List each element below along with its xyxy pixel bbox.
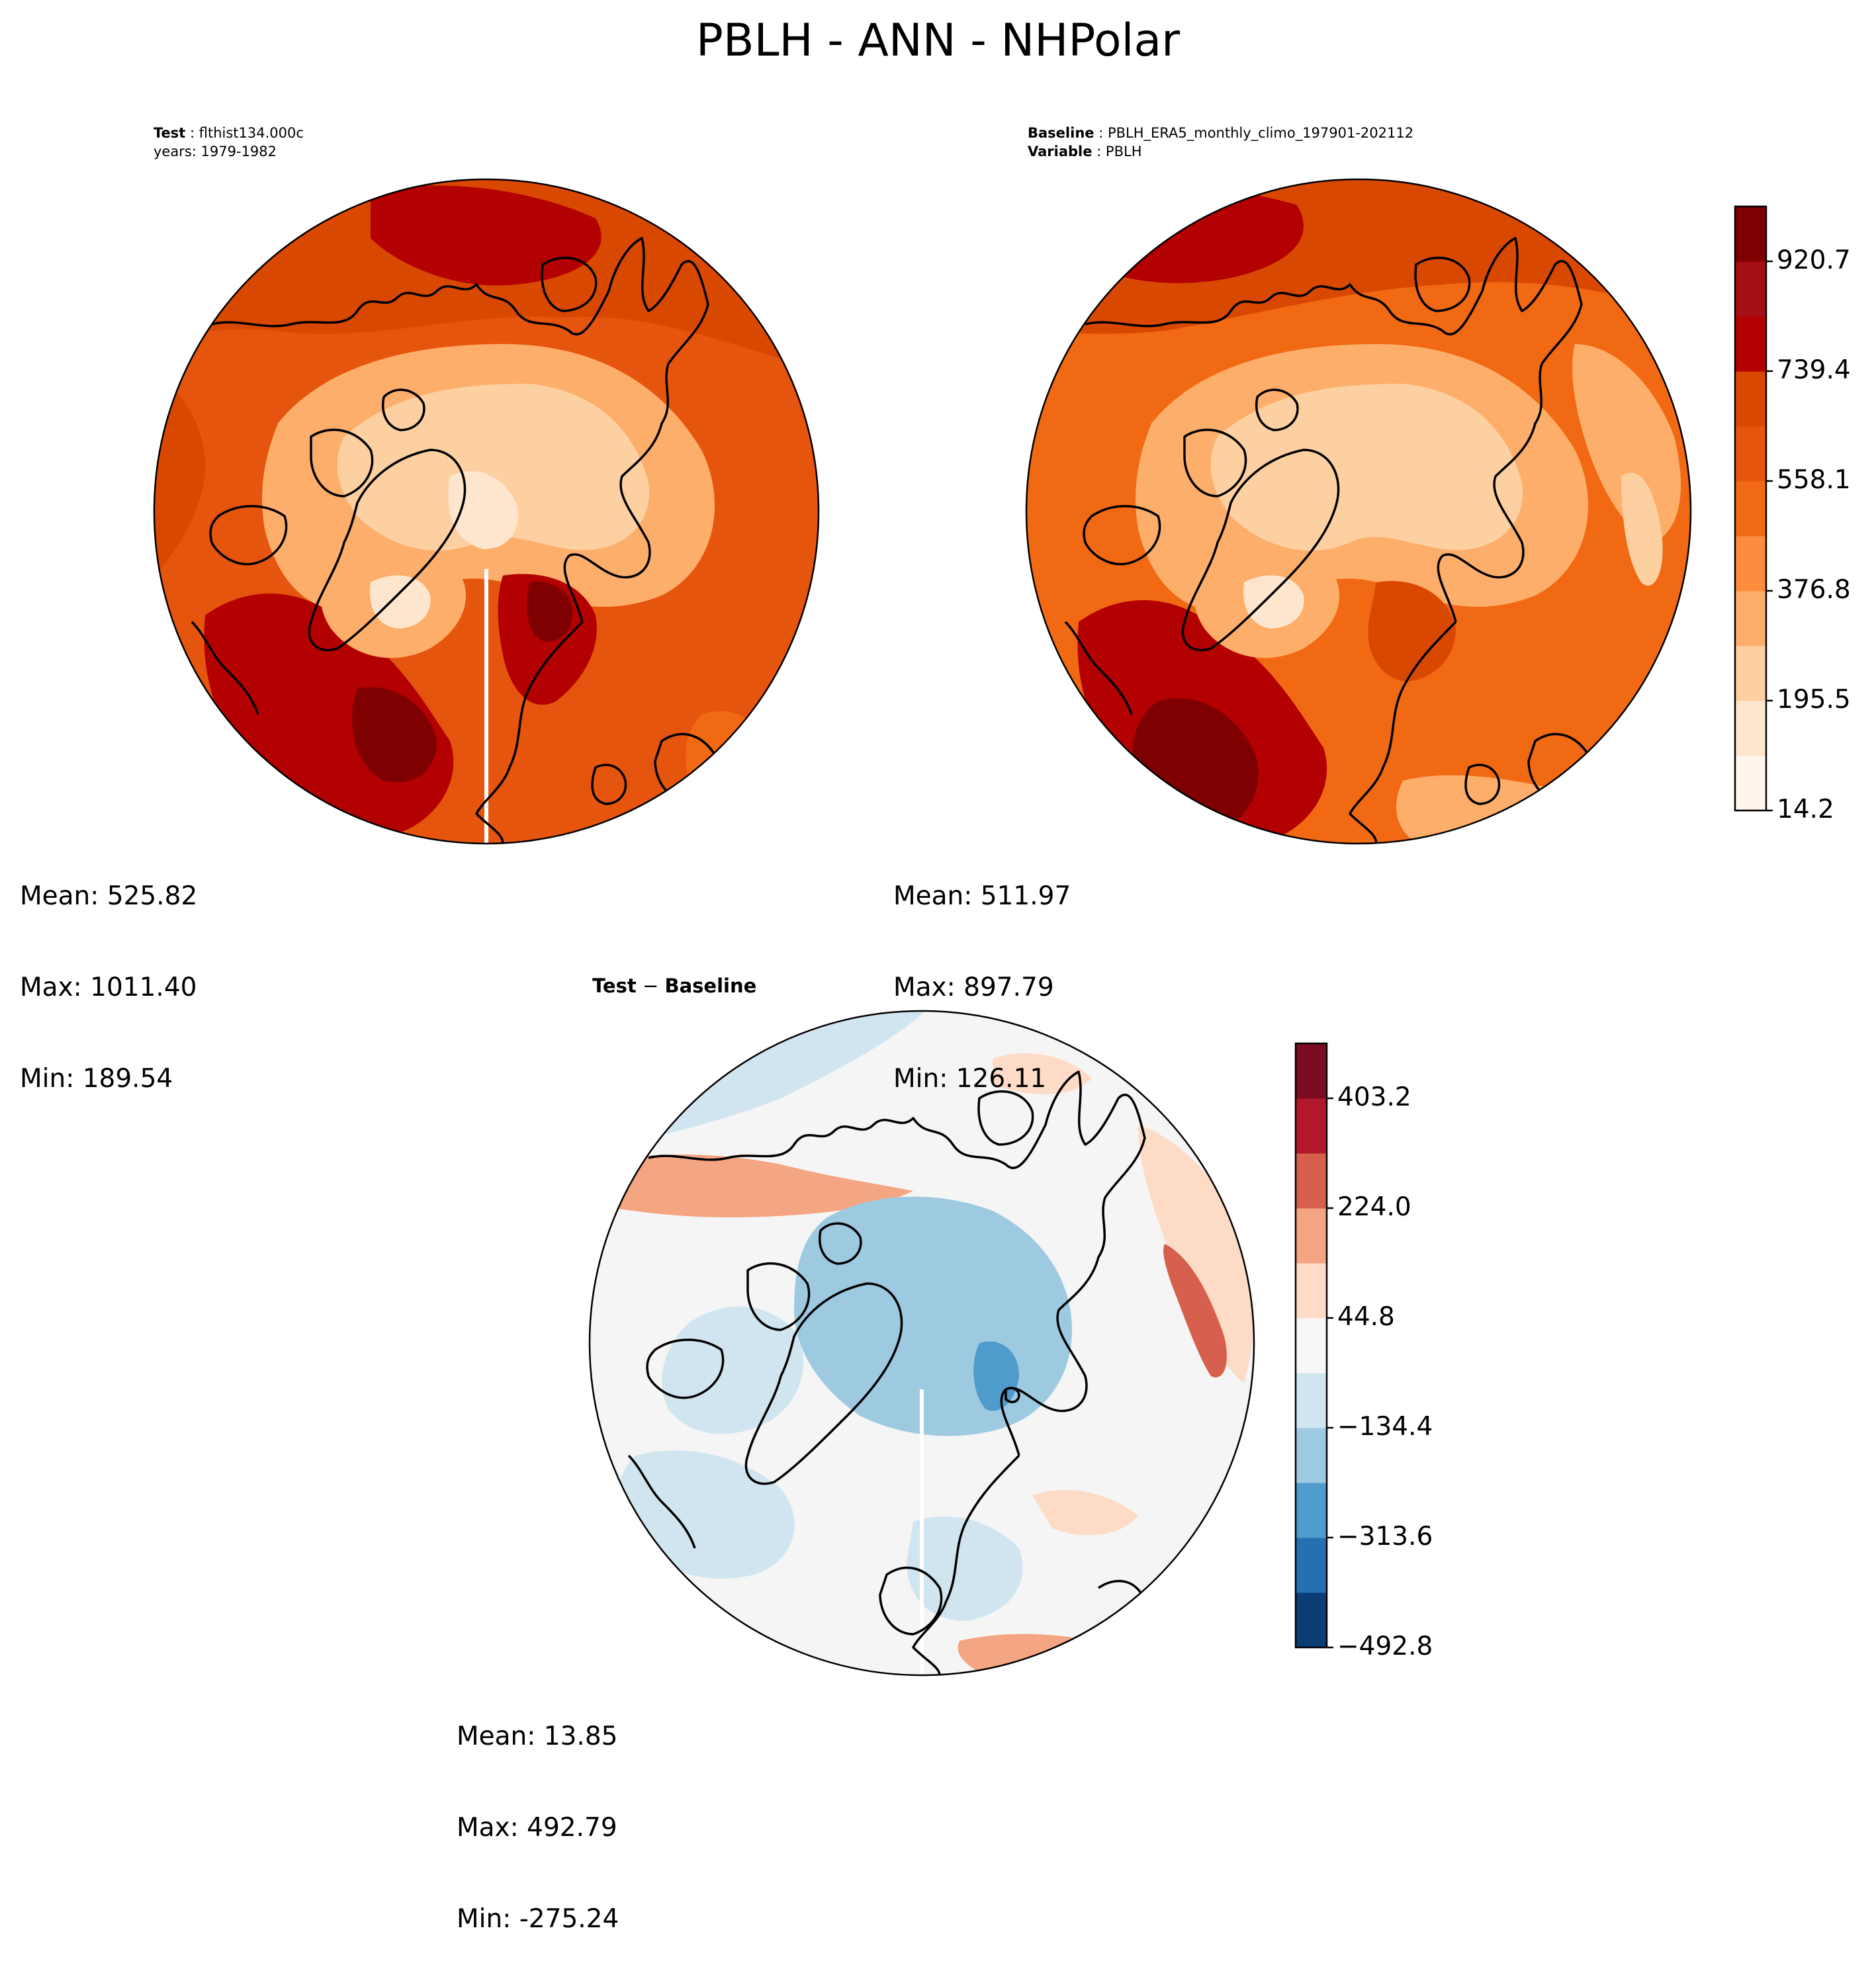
diff-colorbar-level [1296,1538,1327,1593]
main-colorbar-level [1735,591,1766,646]
main-colorbar-level [1735,426,1766,482]
diff-colorbar-level [1296,1483,1327,1538]
baseline-header: Baseline : PBLH_ERA5_monthly_climo_19790… [1028,125,1414,159]
main-colorbar-tick-label: 376.8 [1777,575,1851,605]
diff-title-op: − [636,975,665,997]
test-header-label: Test [154,125,186,141]
main-colorbar-level [1735,646,1766,701]
main-colorbar-tick-label: 558.1 [1777,465,1851,495]
diff-colorbar-level [1296,1208,1327,1264]
diff-mean: Mean: 13.85 [457,1722,618,1751]
baseline-header-label: Baseline [1028,125,1094,141]
map-figure [153,178,1773,1677]
diff-colorbar-level [1296,1318,1327,1374]
main-colorbar-level [1735,316,1766,372]
diff-colorbar-level [1296,1373,1327,1428]
test-mean: Mean: 525.82 [20,881,198,911]
diff-colorbar-tick-label: −492.8 [1337,1632,1433,1661]
diff-colorbar-level [1296,1098,1327,1154]
figure-title: PBLH - ANN - NHPolar [695,15,1181,67]
diff-colorbar-level [1296,1043,1327,1099]
diff-colorbar-tick-label: 44.8 [1337,1302,1395,1332]
test-max: Max: 1011.40 [20,973,197,1002]
main-colorbar-level [1735,261,1766,317]
diff-min: Min: -275.24 [457,1904,619,1934]
diff-stats: Mean: 13.85 Max: 492.79 Min: -275.24 [457,1661,619,1965]
test-header-value: flthist134.000c [199,125,304,141]
main-colorbar-level [1735,206,1766,262]
variable-value: PBLH [1105,144,1142,159]
test-map-boundary [153,178,820,845]
main-colorbar-level [1735,371,1766,427]
main-colorbar-tick-label: 195.5 [1777,685,1851,715]
baseline-stats: Mean: 511.97 Max: 897.79 Min: 126.11 [893,820,1071,1125]
main-colorbar-level [1735,756,1766,811]
diff-colorbar-tick-label: −313.6 [1337,1522,1433,1551]
diff-colorbar-level [1296,1428,1327,1483]
diff-colorbar-tick-label: −134.4 [1337,1412,1433,1442]
diff-title: Test − Baseline [592,975,756,997]
test-min: Min: 189.54 [20,1064,173,1094]
main-colorbar-frame [1734,205,1767,812]
test-stats: Mean: 525.82 Max: 1011.40 Min: 189.54 [20,820,197,1125]
baseline-header-value: PBLH_ERA5_monthly_climo_197901-202112 [1107,125,1414,141]
main-colorbar-level [1735,701,1766,756]
baseline-max: Max: 897.79 [893,973,1054,1002]
variable-label: Variable [1028,144,1093,159]
diff-title-baseline: Baseline [664,975,757,997]
diff-max: Max: 492.79 [457,1813,617,1843]
main-colorbar-tick-label: 739.4 [1777,355,1851,385]
diff-colorbar-level [1296,1593,1327,1648]
main-colorbar-level [1735,481,1766,537]
baseline-map-boundary [1025,178,1692,845]
test-header: Test : flthist134.000c years: 1979-1982 [154,125,304,159]
diff-colorbar-tick-label: 403.2 [1337,1082,1411,1112]
baseline-min: Min: 126.11 [893,1064,1047,1094]
diff-colorbar-frame [1294,1042,1328,1649]
diff-title-test: Test [592,975,637,997]
diff-colorbar-level [1296,1263,1327,1319]
diff-map [590,1011,1254,1675]
diff-map-boundary [588,1010,1255,1677]
main-colorbar-tick-label: 14.2 [1777,795,1834,824]
baseline-mean: Mean: 511.97 [893,881,1071,911]
main-colorbar [1734,205,1773,812]
main-colorbar-tick-label: 920.7 [1777,245,1851,275]
main-colorbar-level [1735,536,1766,591]
test-years: years: 1979-1982 [154,144,277,159]
diff-colorbar-tick-label: 224.0 [1337,1192,1411,1222]
diff-colorbar [1294,1042,1333,1649]
diff-colorbar-level [1296,1153,1327,1209]
